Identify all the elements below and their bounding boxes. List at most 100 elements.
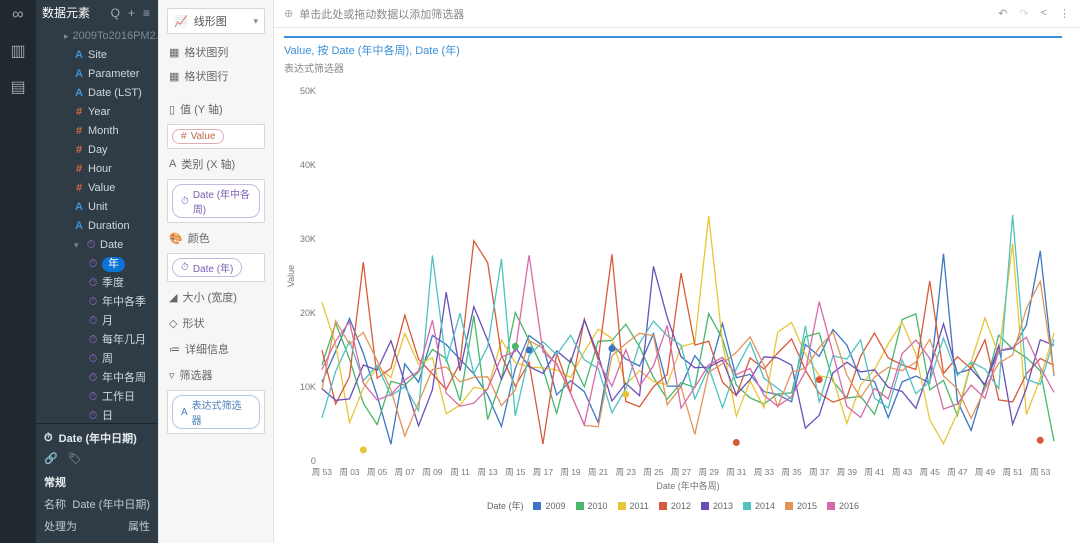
- add-filter-icon[interactable]: ⊕: [284, 7, 293, 20]
- tree-row[interactable]: ⏱季度: [36, 274, 158, 293]
- legend-item[interactable]: 2014: [743, 499, 775, 512]
- iconbar: ∞ ▥ ▤: [0, 0, 36, 543]
- tree-row[interactable]: ⏱月: [36, 312, 158, 331]
- search-icon[interactable]: Q: [109, 6, 122, 20]
- legend-item[interactable]: 2015: [785, 499, 817, 512]
- svg-text:周 17: 周 17: [533, 467, 554, 477]
- pill[interactable]: ⏱Date (年): [172, 258, 242, 277]
- outlier-dot[interactable]: [360, 446, 367, 453]
- outlier-dot[interactable]: [622, 391, 629, 398]
- config-row[interactable]: ▦格状图列: [167, 40, 265, 64]
- svg-text:周 29: 周 29: [699, 467, 720, 477]
- legend-swatch: [618, 502, 626, 510]
- clock-icon: ⏱: [88, 409, 98, 423]
- clock-icon: ⏱: [88, 257, 98, 272]
- svg-text:周 25: 周 25: [643, 467, 664, 477]
- outlier-dot[interactable]: [733, 439, 740, 446]
- section-header[interactable]: ≔详细信息: [167, 338, 265, 360]
- plot[interactable]: 010K20K30K40K50KValue周 53周 03周 05周 07周 0…: [284, 85, 1062, 495]
- menu-icon[interactable]: ≡: [141, 6, 152, 20]
- svg-text:周 47: 周 47: [947, 467, 968, 477]
- bar-chart-alt-icon[interactable]: ▤: [9, 78, 27, 96]
- series-line[interactable]: [322, 215, 1054, 418]
- tree-row[interactable]: #Value: [36, 179, 158, 198]
- type-icon: #: [74, 124, 84, 139]
- tree-row[interactable]: #Hour: [36, 160, 158, 179]
- sidebar-title: 数据元素: [42, 4, 90, 21]
- tree-row[interactable]: ADuration: [36, 217, 158, 236]
- legend-swatch: [533, 502, 541, 510]
- tree-row[interactable]: ⏱工作日: [36, 388, 158, 407]
- tree-row[interactable]: AUnit: [36, 198, 158, 217]
- legend-item[interactable]: 2012: [659, 499, 691, 512]
- tree-row[interactable]: #Day: [36, 141, 158, 160]
- pill-icon: A: [181, 407, 188, 418]
- outlier-dot[interactable]: [816, 376, 823, 383]
- tree-row[interactable]: ⏱年: [36, 255, 158, 274]
- config-row[interactable]: ▦格状图行: [167, 64, 265, 88]
- svg-text:周 13: 周 13: [478, 467, 499, 477]
- type-icon: #: [74, 105, 84, 120]
- legend-item[interactable]: 2016: [827, 499, 859, 512]
- chart-area: Value, 按 Date (年中各周), Date (年) 表达式筛选器 01…: [274, 28, 1080, 543]
- svg-text:周 43: 周 43: [892, 467, 913, 477]
- link-icon[interactable]: ∞: [9, 6, 27, 24]
- legend-item[interactable]: 2010: [576, 499, 608, 512]
- svg-text:周 23: 周 23: [616, 467, 637, 477]
- grid-row-icon: ▦: [169, 70, 179, 83]
- chart-subtitle: 表达式筛选器: [284, 60, 1062, 75]
- shape-icon: ◇: [169, 317, 177, 330]
- tree-row-date[interactable]: ▾ ⏱ Date: [36, 236, 158, 255]
- filter-hint[interactable]: 单击此处或拖动数据以添加筛选器: [299, 6, 464, 22]
- section-header[interactable]: ◇形状: [167, 312, 265, 334]
- topbar: ⊕ 单击此处或拖动数据以添加筛选器 ↶ ↷ < ⋮: [274, 0, 1080, 28]
- svg-text:周 15: 周 15: [505, 467, 526, 477]
- tree-row[interactable]: ⏱日: [36, 407, 158, 423]
- outlier-dot[interactable]: [608, 345, 615, 352]
- legend-item[interactable]: 2009: [533, 499, 565, 512]
- section-header[interactable]: 🎨颜色: [167, 227, 265, 249]
- detail-icon: ≔: [169, 343, 180, 356]
- legend-swatch: [827, 502, 835, 510]
- share-icon[interactable]: <: [1041, 7, 1047, 20]
- tree-row[interactable]: #Month: [36, 122, 158, 141]
- clock-icon: ⏱: [88, 295, 98, 310]
- series-line[interactable]: [322, 241, 1054, 444]
- svg-text:周 05: 周 05: [367, 467, 388, 477]
- tree-row[interactable]: ⏱年中各周: [36, 369, 158, 388]
- section-header[interactable]: ◢大小 (宽度): [167, 286, 265, 308]
- more-icon[interactable]: ⋮: [1059, 7, 1070, 20]
- series-line[interactable]: [322, 251, 1054, 444]
- link-icon[interactable]: 🔗: [44, 452, 58, 465]
- redo-icon[interactable]: ↷: [1019, 7, 1028, 20]
- legend-item[interactable]: 2011: [618, 499, 649, 512]
- tree-row[interactable]: ⏱周: [36, 350, 158, 369]
- outlier-dot[interactable]: [512, 343, 519, 350]
- tree-row[interactable]: ⏱年中各季: [36, 293, 158, 312]
- type-icon: #: [74, 181, 84, 196]
- undo-icon[interactable]: ↶: [998, 7, 1007, 20]
- pill[interactable]: #Value: [172, 129, 224, 144]
- type-icon: A: [74, 219, 84, 234]
- series-line[interactable]: [322, 266, 1054, 428]
- tree-row[interactable]: #Year: [36, 103, 158, 122]
- outlier-dot[interactable]: [526, 347, 533, 354]
- pill[interactable]: A表达式筛选器: [172, 395, 260, 429]
- add-icon[interactable]: +: [126, 6, 137, 20]
- chart-type-dropdown[interactable]: 📈 线形图 ▾: [167, 8, 265, 34]
- section-header[interactable]: A类别 (X 轴): [167, 153, 265, 175]
- outlier-dot[interactable]: [1037, 437, 1044, 444]
- legend-title: Date (年): [487, 499, 524, 512]
- tree-row[interactable]: ADate (LST): [36, 84, 158, 103]
- bar-chart-icon[interactable]: ▥: [9, 42, 27, 60]
- svg-text:周 41: 周 41: [864, 467, 885, 477]
- tree-row[interactable]: AParameter: [36, 65, 158, 84]
- section-header[interactable]: ▯值 (Y 轴): [167, 98, 265, 120]
- pill[interactable]: ⏱Date (年中各周): [172, 184, 260, 218]
- legend-item[interactable]: 2013: [701, 499, 733, 512]
- tree-row[interactable]: ASite: [36, 46, 158, 65]
- tag-icon[interactable]: 🏷: [68, 452, 82, 465]
- section-header[interactable]: ▿筛选器: [167, 364, 265, 386]
- table-row-dimmed[interactable]: ▸2009To2016PM2.5: [36, 27, 158, 46]
- tree-row[interactable]: ⏱每年几月: [36, 331, 158, 350]
